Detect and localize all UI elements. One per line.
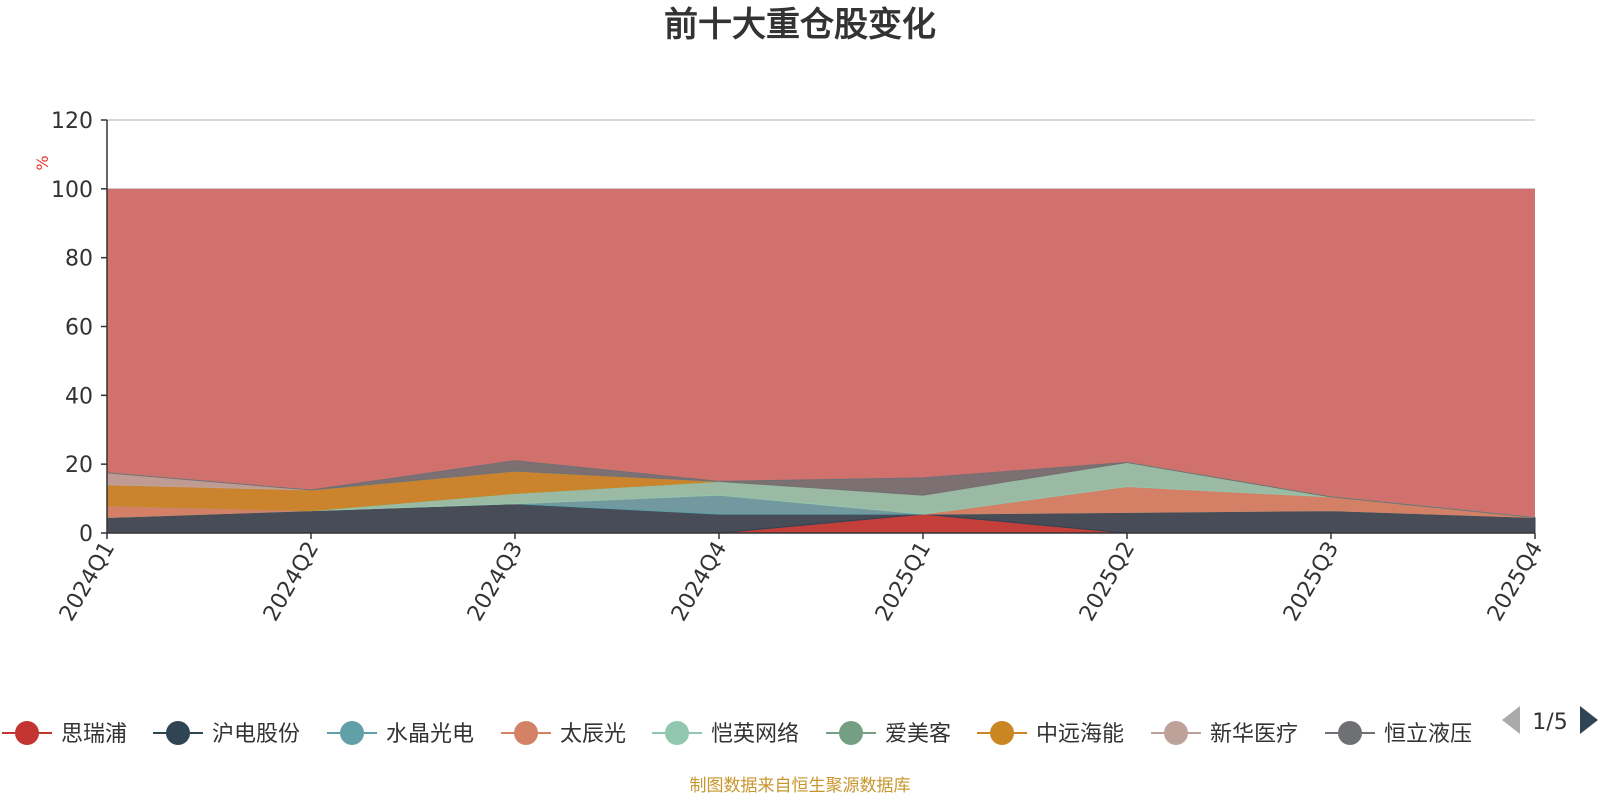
y-tick-label: 20 (65, 453, 93, 478)
legend-item-1[interactable]: 思瑞浦 (2, 721, 127, 747)
legend-circle-marker (15, 721, 39, 745)
x-tick-label: 2025Q1 (871, 538, 936, 626)
legend-circle-marker (1164, 721, 1188, 745)
x-tick-label: 2025Q3 (1279, 538, 1344, 626)
legend-item-6[interactable]: 爱美客 (826, 721, 951, 747)
legend-item-2[interactable]: 沪电股份 (153, 721, 300, 747)
legend-label: 思瑞浦 (61, 722, 127, 747)
legend-item-5[interactable]: 恺英网络 (652, 721, 799, 747)
legend-item-4[interactable]: 太辰光 (501, 721, 626, 747)
legend-pager: 1/5 (1502, 706, 1598, 735)
area-series-9 (106, 460, 1536, 518)
legend-label: 恒立液压 (1384, 722, 1472, 747)
y-tick-label: 120 (51, 109, 93, 134)
legend-label: 水晶光电 (386, 722, 474, 747)
y-tick-label: 100 (51, 178, 93, 203)
area-background (107, 188, 1535, 534)
legend-next-icon[interactable] (1580, 706, 1598, 734)
legend-page-indicator: 1/5 (1532, 710, 1567, 735)
y-tick-label: 60 (65, 316, 93, 341)
legend-label: 爱美客 (885, 722, 951, 747)
legend-label: 太辰光 (560, 722, 626, 747)
legend-circle-marker (514, 721, 538, 745)
legend-circle-marker (990, 721, 1014, 745)
legend-circle-marker (166, 721, 190, 745)
legend-item-9[interactable]: 恒立液压 (1325, 721, 1472, 747)
x-tick-label: 2024Q1 (55, 538, 120, 626)
legend-label: 中远海能 (1036, 722, 1124, 747)
legend[interactable]: 思瑞浦 沪电股份 水晶光电 太辰光 恺英网络 爱美客 中远海能 新华医疗 恒立液压 (2, 721, 1472, 747)
x-tick-label: 2024Q2 (259, 538, 324, 626)
x-tick-label: 2025Q4 (1483, 538, 1548, 626)
legend-label: 新华医疗 (1210, 722, 1298, 747)
legend-label: 沪电股份 (212, 722, 300, 747)
data-source-note: 制图数据来自恒生聚源数据库 (690, 776, 911, 796)
x-tick-label: 2025Q2 (1075, 538, 1140, 626)
legend-circle-marker (665, 721, 689, 745)
legend-circle-marker (1338, 721, 1362, 745)
legend-circle-marker (340, 721, 364, 745)
x-tick-label: 2024Q4 (667, 538, 732, 626)
y-tick-label: 0 (79, 522, 93, 547)
x-tick-label: 2024Q3 (463, 538, 528, 626)
legend-item-3[interactable]: 水晶光电 (327, 721, 474, 747)
legend-circle-marker (839, 721, 863, 745)
legend-item-7[interactable]: 中远海能 (977, 721, 1124, 747)
legend-prev-icon[interactable] (1502, 706, 1520, 734)
y-axis-unit: % (33, 155, 52, 170)
legend-item-8[interactable]: 新华医疗 (1151, 721, 1298, 747)
chart-title: 前十大重仓股变化 (664, 5, 936, 45)
y-tick-label: 80 (65, 247, 93, 272)
area-layer (106, 188, 1536, 534)
y-tick-label: 40 (65, 384, 93, 409)
legend-label: 恺英网络 (711, 722, 799, 747)
